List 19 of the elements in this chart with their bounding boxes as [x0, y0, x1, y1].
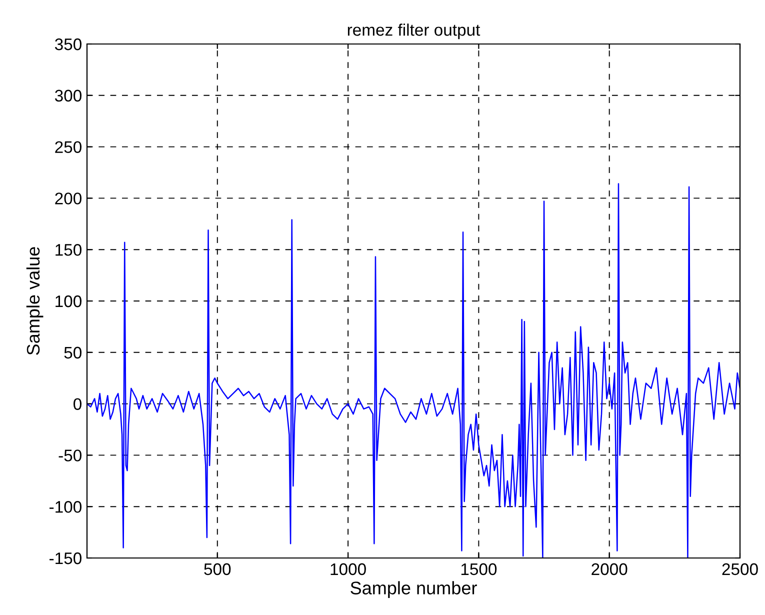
y-axis-title: Sample value — [26, 247, 44, 355]
x-tick-label: 500 — [204, 563, 231, 576]
y-tick-label: 300 — [54, 90, 82, 102]
y-tick-label: 200 — [55, 192, 82, 204]
x-tick-label: 1000 — [330, 563, 366, 576]
x-tick-label: 2000 — [592, 563, 628, 576]
y-tick-label: 250 — [55, 141, 82, 154]
y-tick-label: -150 — [50, 552, 82, 564]
y-tick-label: 50 — [64, 346, 82, 359]
x-tick-label: 2500 — [722, 563, 758, 576]
y-tick-label: 100 — [56, 295, 82, 308]
y-tick-label: 150 — [56, 244, 82, 256]
x-axis-title: Sample number — [350, 581, 477, 598]
y-tick-label: -100 — [50, 501, 82, 513]
y-tick-label: 350 — [54, 38, 82, 50]
y-tick-label: 0 — [74, 398, 82, 410]
chart-title: remez filter output — [348, 24, 480, 40]
y-tick-label: -50 — [58, 450, 82, 462]
x-tick-label: 1500 — [461, 563, 497, 576]
